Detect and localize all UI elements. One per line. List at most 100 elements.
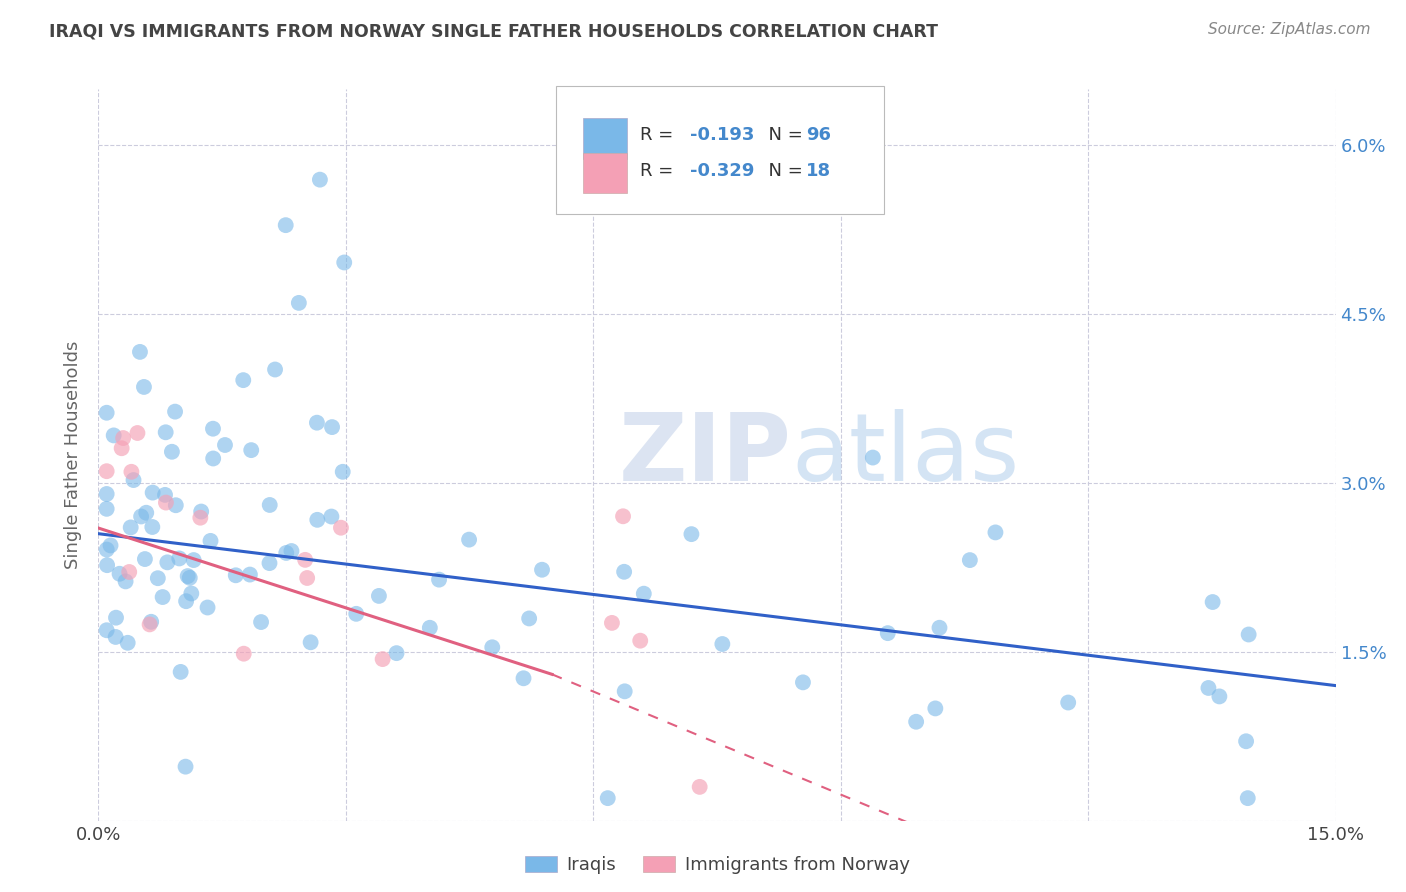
Point [321, 509, 343, 524]
Point [183, 553, 205, 567]
Point [146, 571, 169, 585]
Point [156, 555, 179, 569]
Point [112, 431, 135, 445]
Point [628, 633, 651, 648]
Point [928, 621, 950, 635]
Point [280, 544, 302, 558]
Point [481, 640, 503, 655]
Point [104, 630, 127, 644]
Point [155, 425, 177, 440]
Point [681, 527, 703, 541]
Point [96, 501, 118, 516]
Point [321, 420, 343, 434]
FancyBboxPatch shape [583, 153, 627, 193]
Point [531, 563, 554, 577]
Point [111, 442, 134, 456]
Point [1197, 681, 1219, 695]
Point [905, 714, 928, 729]
Point [214, 438, 236, 452]
Y-axis label: Single Father Households: Single Father Households [65, 341, 83, 569]
Legend: Iraqis, Immigrants from Norway: Iraqis, Immigrants from Norway [517, 848, 917, 881]
Point [276, 546, 298, 560]
Point [613, 565, 636, 579]
Point [633, 587, 655, 601]
Point [240, 443, 263, 458]
Point [100, 538, 122, 552]
Point [232, 373, 254, 387]
Point [96, 406, 118, 420]
Point [108, 566, 131, 581]
Point [120, 520, 142, 534]
Point [344, 607, 367, 621]
Point [612, 509, 634, 524]
Point [1057, 696, 1080, 710]
Point [96, 464, 118, 478]
Point [169, 665, 191, 679]
Point [176, 569, 198, 583]
Point [202, 451, 225, 466]
Point [330, 521, 353, 535]
Point [180, 586, 202, 600]
Point [371, 652, 394, 666]
Point [596, 791, 619, 805]
Point [141, 520, 163, 534]
Point [294, 553, 316, 567]
Point [1208, 690, 1230, 704]
Text: Source: ZipAtlas.com: Source: ZipAtlas.com [1208, 22, 1371, 37]
Point [368, 589, 391, 603]
Point [274, 218, 297, 232]
Point [427, 573, 450, 587]
Point [141, 615, 163, 629]
Point [305, 416, 328, 430]
Point [174, 759, 197, 773]
Point [259, 556, 281, 570]
Point [200, 533, 222, 548]
Point [118, 565, 141, 579]
Point [160, 444, 183, 458]
Point [225, 568, 247, 582]
Point [689, 780, 711, 794]
Point [299, 635, 322, 649]
Point [924, 701, 946, 715]
Point [142, 485, 165, 500]
Point [876, 626, 898, 640]
Point [1237, 627, 1260, 641]
Point [792, 675, 814, 690]
Point [512, 671, 534, 685]
Point [117, 636, 139, 650]
Point [264, 362, 287, 376]
Point [96, 558, 118, 573]
Point [122, 473, 145, 487]
Text: -0.329: -0.329 [690, 162, 754, 180]
Point [165, 404, 187, 418]
Point [197, 600, 219, 615]
Point [600, 615, 623, 630]
Point [138, 617, 160, 632]
Text: 18: 18 [806, 162, 831, 180]
Point [295, 571, 318, 585]
FancyBboxPatch shape [583, 119, 627, 159]
Point [517, 611, 540, 625]
Point [232, 647, 254, 661]
Point [1234, 734, 1257, 748]
Text: ZIP: ZIP [619, 409, 792, 501]
Point [120, 465, 142, 479]
Point [613, 684, 636, 698]
Point [165, 498, 187, 512]
FancyBboxPatch shape [557, 86, 884, 213]
Point [333, 255, 356, 269]
Text: -0.193: -0.193 [690, 126, 754, 144]
Text: R =: R = [640, 126, 679, 144]
Text: atlas: atlas [792, 409, 1019, 501]
Point [239, 567, 262, 582]
Point [385, 646, 408, 660]
Point [169, 551, 191, 566]
Point [250, 615, 273, 629]
Point [307, 513, 329, 527]
Point [984, 525, 1007, 540]
Text: N =: N = [756, 126, 808, 144]
Point [1236, 791, 1258, 805]
Text: N =: N = [756, 162, 808, 180]
Point [288, 296, 311, 310]
Point [129, 509, 152, 524]
